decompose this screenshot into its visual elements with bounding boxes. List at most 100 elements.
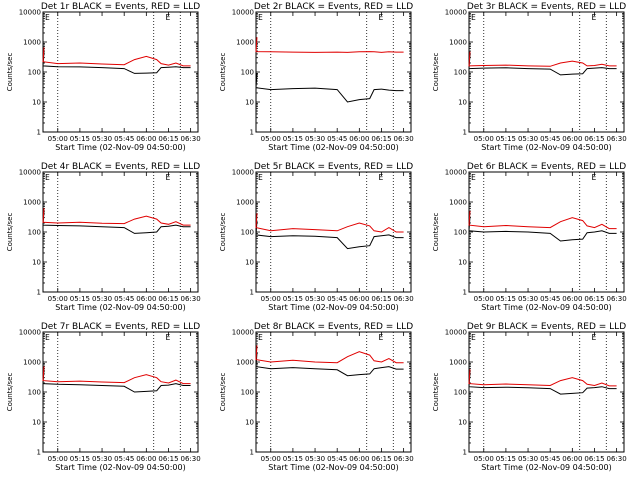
x-tick-label: 05:45	[327, 295, 347, 303]
plot-frame	[468, 331, 625, 453]
plot-frame	[42, 331, 199, 453]
panel-title: Det 4r BLACK = Events, RED = LLD	[41, 162, 200, 172]
panel-title: Det 2r BLACK = Events, RED = LLD	[254, 2, 413, 12]
y-tick-label: 1000	[236, 199, 254, 207]
x-tick-label: 05:45	[540, 135, 560, 143]
x-axis-label: Start Time (02-Nov-09 04:50:00)	[481, 463, 611, 472]
y-tick-label: 1	[37, 289, 41, 297]
x-axis-label: Start Time (02-Nov-09 04:50:00)	[55, 463, 185, 472]
x-tick-label: 05:15	[283, 295, 303, 303]
y-tick-label: 100	[454, 389, 467, 397]
x-tick-label: 06:30	[394, 135, 414, 143]
series-events-line	[468, 54, 617, 76]
x-tick-label: 06:15	[158, 455, 178, 463]
x-tick-label: 06:30	[181, 295, 201, 303]
series-events-line	[255, 73, 404, 103]
x-tick-label: 06:00	[562, 455, 582, 463]
panel-title: Det 1r BLACK = Events, RED = LLD	[41, 2, 200, 12]
y-tick-label: 100	[454, 69, 467, 77]
y-axis-label: Counts/sec	[219, 53, 227, 92]
series-events-line	[42, 210, 191, 234]
plot-frame	[255, 171, 412, 293]
y-tick-label: 1000	[23, 199, 41, 207]
series-lld-line	[468, 51, 617, 67]
corner-mark-right: E	[591, 333, 596, 342]
x-tick-label: 05:45	[540, 295, 560, 303]
x-tick-label: 06:15	[584, 295, 604, 303]
x-tick-label: 05:30	[305, 295, 325, 303]
series-lld-line	[468, 210, 617, 230]
y-axis-label: Counts/sec	[432, 213, 440, 252]
x-tick-label: 05:30	[518, 295, 538, 303]
x-tick-label: 05:00	[261, 135, 281, 143]
y-tick-label: 1	[463, 449, 467, 457]
y-tick-label: 100	[28, 229, 41, 237]
x-tick-label: 05:15	[70, 455, 90, 463]
y-tick-label: 10000	[232, 329, 254, 337]
x-tick-label: 06:15	[371, 135, 391, 143]
series-lld-line	[255, 37, 404, 53]
x-tick-label: 06:30	[181, 135, 201, 143]
y-tick-label: 1	[463, 129, 467, 137]
y-tick-label: 10000	[19, 169, 41, 177]
corner-mark-left: E	[471, 173, 476, 182]
panel-title: Det 3r BLACK = Events, RED = LLD	[467, 2, 626, 12]
series-events-line	[468, 216, 617, 242]
corner-mark-left: E	[45, 173, 50, 182]
corner-mark-left: E	[45, 333, 50, 342]
panel-det-6: Det 6r BLACK = Events, RED = LLD 1 10 100 10…	[432, 162, 627, 312]
series-events-line	[468, 372, 617, 395]
y-tick-label: 1000	[23, 359, 41, 367]
y-tick-label: 10	[245, 259, 254, 267]
x-tick-label: 05:30	[92, 295, 112, 303]
x-tick-label: 05:45	[114, 135, 134, 143]
y-tick-label: 1	[250, 289, 254, 297]
y-tick-label: 10	[32, 259, 41, 267]
y-tick-label: 1000	[449, 359, 467, 367]
x-tick-label: 06:00	[349, 135, 369, 143]
x-tick-label: 05:15	[70, 295, 90, 303]
x-tick-label: 05:45	[540, 455, 560, 463]
y-tick-label: 10	[32, 99, 41, 107]
x-tick-label: 06:30	[607, 295, 627, 303]
y-axis-label: Counts/sec	[219, 213, 227, 252]
x-axis-label: Start Time (02-Nov-09 04:50:00)	[481, 303, 611, 312]
y-tick-label: 1	[37, 449, 41, 457]
series-lld-line	[42, 366, 191, 385]
y-tick-label: 10	[458, 99, 467, 107]
x-tick-label: 06:30	[394, 295, 414, 303]
series-lld-line	[42, 47, 191, 67]
corner-mark-right: E	[591, 173, 596, 182]
y-tick-label: 1000	[236, 39, 254, 47]
series-events-line	[42, 51, 191, 74]
panel-det-4: Det 4r BLACK = Events, RED = LLD 1 10 100 10…	[6, 162, 201, 312]
x-axis-label: Start Time (02-Nov-09 04:50:00)	[268, 463, 398, 472]
y-tick-label: 1	[463, 289, 467, 297]
x-axis-label: Start Time (02-Nov-09 04:50:00)	[55, 303, 185, 312]
x-tick-label: 06:00	[349, 455, 369, 463]
panel-title: Det 9r BLACK = Events, RED = LLD	[467, 322, 626, 332]
panel-title: Det 8r BLACK = Events, RED = LLD	[254, 322, 413, 332]
x-tick-label: 05:15	[496, 135, 516, 143]
corner-mark-right: E	[165, 333, 170, 342]
y-tick-label: 10	[458, 259, 467, 267]
corner-mark-right: E	[378, 333, 383, 342]
y-tick-label: 1	[37, 129, 41, 137]
y-tick-label: 10000	[232, 9, 254, 17]
y-tick-label: 10000	[19, 329, 41, 337]
x-tick-label: 05:45	[114, 295, 134, 303]
corner-mark-right: E	[165, 173, 170, 182]
x-tick-label: 06:30	[394, 455, 414, 463]
panel-det-8: Det 8r BLACK = Events, RED = LLD 1 10 100 10…	[219, 322, 414, 472]
y-axis-label: Counts/sec	[432, 53, 440, 92]
x-tick-label: 06:15	[584, 135, 604, 143]
y-tick-label: 100	[28, 389, 41, 397]
y-tick-label: 1	[250, 129, 254, 137]
y-tick-label: 10000	[445, 169, 467, 177]
corner-mark-right: E	[378, 173, 383, 182]
y-tick-label: 1	[250, 449, 254, 457]
corner-mark-right: E	[591, 13, 596, 22]
plot-frame	[468, 11, 625, 133]
y-tick-label: 10000	[19, 9, 41, 17]
y-tick-label: 10	[32, 419, 41, 427]
